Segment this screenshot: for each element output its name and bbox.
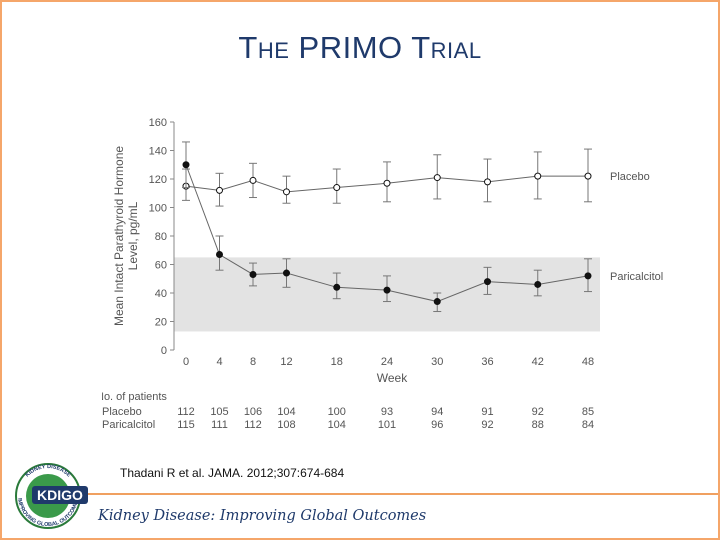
- patients-count: 104: [328, 419, 346, 431]
- data-point-paricalcitol: [484, 278, 491, 286]
- patients-count: 92: [532, 406, 544, 418]
- data-point-paricalcitol: [584, 272, 592, 280]
- title-word-primo: PRIMO: [298, 30, 403, 65]
- patients-count: 115: [177, 419, 195, 431]
- data-point-paricalcitol: [216, 251, 223, 259]
- x-tick-label: 42: [532, 356, 544, 368]
- patients-count: 112: [244, 419, 262, 431]
- data-point-placebo: [433, 174, 441, 182]
- data-point-placebo: [249, 176, 257, 184]
- y-tick-label: 140: [149, 146, 167, 158]
- citation: Thadani R et al. JAMA. 2012;307:674-684: [120, 466, 345, 480]
- series-line-paricalcitol: [185, 164, 589, 303]
- data-point-placebo: [383, 179, 391, 187]
- patients-count: 91: [481, 406, 493, 418]
- x-axis-label: Week: [377, 371, 408, 385]
- y-tick-label: 20: [155, 317, 167, 329]
- y-tick-label: 160: [149, 117, 167, 129]
- slide-title: THE PRIMO TRIAL: [2, 30, 718, 66]
- patients-count: 105: [210, 406, 228, 418]
- x-tick-label: 24: [381, 356, 393, 368]
- data-point-paricalcitol: [534, 280, 542, 288]
- x-tick-label: 36: [481, 356, 493, 368]
- y-tick-label: 60: [155, 260, 167, 272]
- patients-count: 84: [582, 419, 594, 431]
- patients-count: 93: [381, 406, 393, 418]
- data-point-paricalcitol: [283, 269, 290, 277]
- data-point-paricalcitol: [433, 298, 441, 306]
- x-tick-label: 8: [250, 356, 256, 368]
- patients-count: 85: [582, 406, 594, 418]
- patients-count: 101: [378, 419, 396, 431]
- patients-count: 88: [532, 419, 544, 431]
- x-tick-label: 4: [216, 356, 222, 368]
- logo-kdigo-text: KDIGO: [37, 487, 83, 503]
- x-tick-label: 12: [280, 356, 292, 368]
- x-tick-label: 30: [431, 356, 443, 368]
- y-tick-label: 120: [149, 174, 167, 186]
- y-tick-label: 100: [149, 203, 167, 215]
- data-point-placebo: [216, 186, 223, 194]
- patients-table-header: No. of patients: [102, 391, 167, 403]
- y-tick-label: 80: [155, 231, 167, 243]
- logo-banner: [32, 486, 88, 504]
- y-axis-label-line1: Mean Intact Parathyroid Hormone: [112, 146, 126, 326]
- y-axis-label-line2: Level, pg/mL: [126, 201, 140, 270]
- data-point-placebo: [584, 172, 592, 180]
- data-point-placebo: [534, 172, 542, 180]
- patients-count: 92: [481, 419, 493, 431]
- patients-count: 96: [431, 419, 443, 431]
- patients-row-label: Placebo: [102, 406, 142, 418]
- title-smallcaps-rial: RIAL: [430, 38, 482, 63]
- y-tick-label: 40: [155, 288, 167, 300]
- patients-count: 94: [431, 406, 443, 418]
- series-label-paricalcitol: Paricalcitol: [610, 271, 663, 283]
- patients-count: 111: [211, 419, 228, 431]
- x-tick-label: 18: [331, 356, 343, 368]
- data-point-placebo: [484, 178, 491, 186]
- title-letter-t1: T: [238, 30, 258, 65]
- data-point-paricalcitol: [182, 161, 190, 169]
- patients-count: 104: [277, 406, 295, 418]
- title-letter-t2: T: [411, 30, 431, 65]
- series-line-placebo: [185, 175, 588, 193]
- data-point-paricalcitol: [333, 283, 341, 291]
- kdigo-logo: KIDNEY DISEASE IMPROVING GLOBAL OUTCOMES…: [15, 463, 88, 529]
- title-smallcaps-he: HE: [257, 38, 290, 63]
- data-point-placebo: [283, 188, 290, 196]
- patients-row-label: Paricalcitol: [102, 419, 155, 431]
- data-point-paricalcitol: [383, 286, 391, 294]
- data-point-placebo: [333, 184, 341, 192]
- x-tick-label: 0: [183, 356, 189, 368]
- series-label-placebo: Placebo: [610, 171, 650, 183]
- patients-count: 108: [277, 419, 295, 431]
- x-tick-label: 48: [582, 356, 594, 368]
- data-point-paricalcitol: [249, 270, 257, 278]
- footer-divider: [82, 493, 718, 495]
- y-tick-label: 0: [161, 345, 167, 357]
- patients-count: 100: [328, 406, 346, 418]
- footer-org-name: Kidney Disease: Improving Global Outcome…: [98, 508, 427, 524]
- patients-count: 112: [177, 406, 195, 418]
- patients-count: 106: [244, 406, 262, 418]
